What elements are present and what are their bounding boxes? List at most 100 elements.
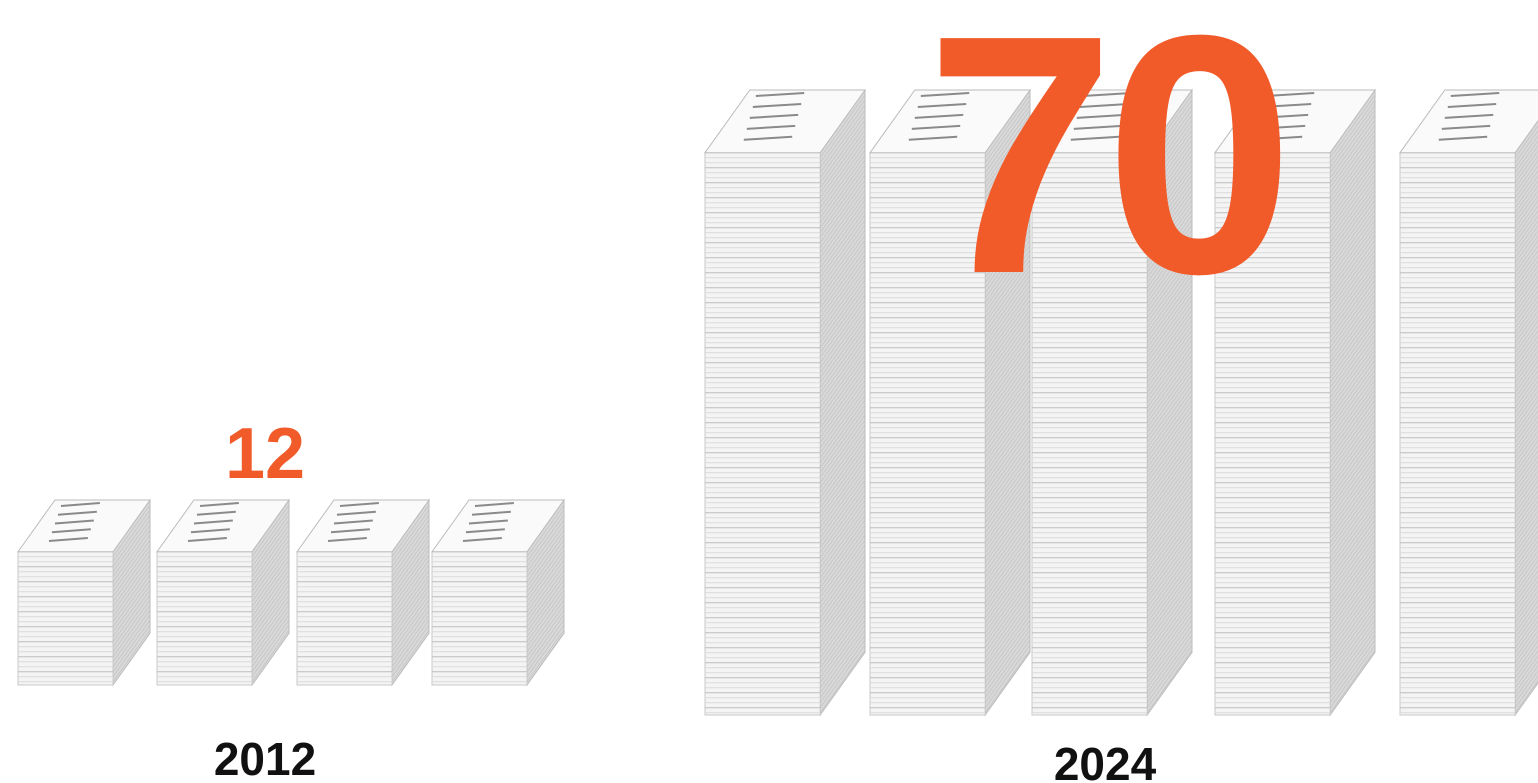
sheet-side (391, 519, 430, 572)
sheet-side (819, 249, 866, 313)
sheet-side (1146, 399, 1193, 463)
sheet-side (819, 399, 866, 463)
sheet-side (819, 444, 866, 508)
sheet-side (1146, 264, 1193, 328)
sheet-side (819, 149, 866, 213)
sheet-side (984, 649, 1031, 713)
sheet-side (819, 529, 866, 593)
sheet-side (1146, 209, 1193, 273)
sheet-side (984, 609, 1031, 673)
sheet-side (819, 279, 866, 343)
sheet-side (819, 139, 866, 203)
sheet-side (819, 274, 866, 338)
sheet-side (1146, 164, 1193, 228)
sheet-side (1146, 104, 1193, 168)
sheet-side (984, 279, 1031, 343)
sheet-side (391, 524, 430, 577)
sheet-side (1329, 489, 1376, 553)
text-line (1438, 135, 1488, 141)
sheet-side (984, 119, 1031, 183)
sheet-side (819, 579, 866, 643)
sheet-side (1146, 534, 1193, 598)
sheet-side (526, 564, 565, 617)
text-line (1070, 135, 1120, 141)
sheet-side (819, 634, 866, 698)
sheet-side (251, 554, 290, 607)
sheet-side (1329, 404, 1376, 468)
paper-stack (869, 88, 1031, 717)
sheet-side (984, 364, 1031, 428)
sheet-side (819, 584, 866, 648)
sheet-side (819, 209, 866, 273)
sheet-side (819, 129, 866, 193)
text-line (755, 92, 805, 97)
sheet-side (1329, 604, 1376, 668)
sheet-side (1146, 259, 1193, 323)
sheet-side (984, 154, 1031, 218)
sheet-side (984, 509, 1031, 573)
sheet-side (391, 619, 430, 672)
sheet-side (1146, 449, 1193, 513)
sheet-side (819, 324, 866, 388)
sheet-side (819, 494, 866, 558)
sheet-side (1329, 459, 1376, 523)
sheet-side (984, 464, 1031, 528)
sheet-side (984, 479, 1031, 543)
sheet-side (984, 314, 1031, 378)
sheet-side (819, 344, 866, 408)
sheet-side (1146, 149, 1193, 213)
sheet-side (1329, 299, 1376, 363)
sheet-side (984, 269, 1031, 333)
sheet-side (1146, 154, 1193, 218)
sheet-side (984, 284, 1031, 348)
sheet-side (1146, 369, 1193, 433)
sheet-side (819, 349, 866, 413)
text-line (196, 510, 236, 516)
sheet-side (391, 599, 430, 652)
sheet-side (819, 239, 866, 303)
sheet-side (1146, 574, 1193, 638)
sheet-side (1146, 499, 1193, 563)
sheet-side (1146, 304, 1193, 368)
sheet-side (1146, 254, 1193, 318)
sheet-side (251, 524, 290, 577)
sheet-side (251, 519, 290, 572)
sheet-side (1146, 94, 1193, 158)
sheet-side (1329, 174, 1376, 238)
text-line (199, 502, 239, 507)
sheet-side (391, 629, 430, 682)
stack-top (869, 89, 1031, 154)
text-line (752, 102, 802, 108)
sheet-side (1329, 254, 1376, 318)
sheet-side (526, 584, 565, 637)
sheet-side (526, 514, 565, 567)
sheet-side (819, 549, 866, 613)
sheet-side (1329, 439, 1376, 503)
sheet-side (1329, 229, 1376, 293)
sheet-side (1329, 514, 1376, 578)
sheet-side (526, 544, 565, 597)
stack-top (704, 89, 866, 154)
sheet-side (1146, 554, 1193, 618)
sheet-side (526, 599, 565, 652)
sheet-side (819, 534, 866, 598)
sheet-side (984, 584, 1031, 648)
paper-stacks (17, 88, 1538, 717)
sheet-side (819, 289, 866, 353)
sheet-side (984, 194, 1031, 258)
sheet-side (526, 619, 565, 672)
sheet-side (1329, 149, 1376, 213)
sheet-side (1146, 409, 1193, 473)
sheet-side (1146, 389, 1193, 453)
sheet-side (1146, 269, 1193, 333)
stack-front (704, 152, 821, 716)
sheet-side (819, 464, 866, 528)
sheet-side (1146, 119, 1193, 183)
sheet-side (251, 534, 290, 587)
sheet-side (112, 584, 151, 637)
sheet-side (112, 624, 151, 677)
sheet-side (984, 594, 1031, 658)
sheet-side (112, 564, 151, 617)
sheet-side (1329, 619, 1376, 683)
paper-stack (431, 498, 565, 687)
